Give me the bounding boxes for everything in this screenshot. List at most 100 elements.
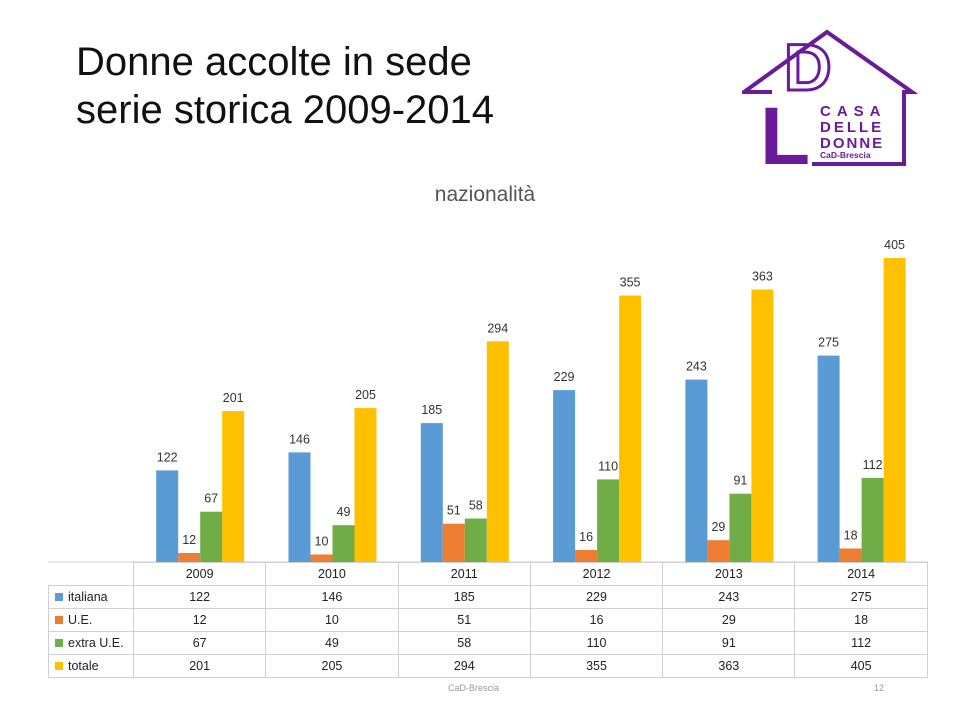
- data-table-series-label: italiana: [48, 585, 134, 609]
- data-label-extra-u-e-2012: 110: [598, 459, 618, 473]
- data-table-cell: 405: [794, 654, 928, 678]
- data-table-cell: 58: [397, 631, 531, 655]
- bar-u-e-2010: [310, 554, 333, 562]
- data-label-italiana-2010: 146: [289, 432, 310, 446]
- casa-delle-donne-logo: D L CASA DELLE DONNE CaD-Brescia: [742, 29, 918, 170]
- data-label-extra-u-e-2009: 67: [204, 492, 218, 506]
- data-table-cell: 205: [265, 654, 399, 678]
- data-table-row-extra-ue: extra U.E. 67 49 58 110 91 112: [48, 631, 928, 655]
- slide-title-line-2: serie storica 2009-2014: [76, 88, 495, 132]
- slide-title: Donne accolte in sede serie storica 2009…: [76, 38, 494, 134]
- bar-u-e-2011: [442, 523, 465, 562]
- bar-italiana-2012: [553, 390, 576, 562]
- data-table-row-italiana: italiana 122 146 185 229 243 275: [48, 585, 928, 609]
- logo-line-casa: CASA: [820, 103, 887, 120]
- data-table-row-ue: U.E. 12 10 51 16 29 18: [48, 608, 928, 632]
- slide-title-line-1: Donne accolte in sede: [76, 40, 472, 84]
- data-table-cell: 355: [529, 654, 664, 678]
- data-table-cell: 12: [132, 608, 267, 632]
- data-label-totale-2011: 294: [487, 321, 508, 335]
- data-table-cell: 122: [132, 585, 267, 609]
- data-table-cell: 112: [794, 631, 928, 655]
- bar-italiana-2010: [288, 452, 311, 562]
- data-label-italiana-2014: 275: [818, 336, 839, 350]
- bar-extra-u-e-2009: [200, 511, 223, 562]
- data-table-cell: 18: [794, 608, 928, 632]
- data-label-u-e-2013: 29: [711, 520, 725, 534]
- data-table-cell: 294: [397, 654, 531, 678]
- data-table-cell: 67: [132, 631, 267, 655]
- bar-totale-2012: [619, 295, 642, 562]
- bar-italiana-2014: [817, 355, 840, 562]
- bar-totale-2010: [354, 408, 377, 562]
- data-label-u-e-2014: 18: [844, 529, 858, 543]
- series-name: U.E.: [68, 613, 93, 627]
- data-table-cell: 363: [662, 654, 796, 678]
- series-name: extra U.E.: [68, 636, 124, 650]
- data-label-u-e-2012: 16: [579, 530, 593, 544]
- data-table-cell: 110: [529, 631, 664, 655]
- data-table-cell: 29: [662, 608, 796, 632]
- legend-swatch-italiana: [55, 593, 63, 601]
- bar-totale-2014: [883, 258, 906, 562]
- data-table-year-header: 2010: [265, 562, 399, 586]
- logo-letter-l: L: [760, 91, 810, 170]
- legend-swatch-totale: [55, 662, 63, 670]
- bar-totale-2009: [222, 411, 245, 562]
- series-name: totale: [68, 659, 99, 673]
- data-table-series-label: totale: [48, 654, 134, 678]
- legend-swatch-extra-ue: [55, 639, 63, 647]
- data-label-italiana-2011: 185: [421, 403, 442, 417]
- data-label-extra-u-e-2014: 112: [863, 458, 883, 472]
- data-table-series-label: extra U.E.: [48, 631, 134, 655]
- data-label-extra-u-e-2013: 91: [733, 474, 747, 488]
- data-table-year-header: 2011: [397, 562, 531, 586]
- bar-extra-u-e-2014: [861, 477, 884, 562]
- bar-italiana-2013: [685, 379, 708, 562]
- bar-extra-u-e-2013: [729, 493, 752, 562]
- logo-roof-outline: [742, 29, 918, 166]
- data-table-header-row: 2009 2010 2011 2012 2013 2014: [48, 562, 928, 586]
- data-label-totale-2012: 355: [620, 276, 641, 290]
- bar-u-e-2012: [575, 550, 598, 562]
- footer-text: CaD-Brescia: [448, 683, 500, 693]
- data-label-u-e-2011: 51: [447, 504, 461, 518]
- data-table-cell: 275: [794, 585, 928, 609]
- data-label-u-e-2010: 10: [315, 535, 329, 549]
- data-table-cell: 229: [529, 585, 664, 609]
- bar-u-e-2014: [839, 548, 862, 562]
- data-label-italiana-2009: 122: [157, 450, 178, 464]
- data-table-series-label: U.E.: [48, 608, 134, 632]
- logo-line-donne: DONNE: [820, 135, 884, 152]
- series-name: italiana: [68, 590, 108, 604]
- chart-data-table: 2009 2010 2011 2012 2013 2014 italiana 1…: [48, 562, 928, 678]
- bar-u-e-2013: [707, 540, 730, 562]
- data-label-italiana-2013: 243: [686, 360, 707, 374]
- data-table-cell: 185: [397, 585, 531, 609]
- logo-line-delle: DELLE: [820, 119, 884, 136]
- logo-letter-d: D: [784, 30, 832, 104]
- data-label-totale-2009: 201: [223, 391, 244, 405]
- data-table-cell: 201: [132, 654, 267, 678]
- bar-extra-u-e-2010: [332, 525, 355, 562]
- bar-extra-u-e-2011: [464, 518, 487, 562]
- data-table-year-header: 2014: [794, 562, 928, 586]
- data-label-totale-2014: 405: [884, 238, 905, 252]
- bar-italiana-2009: [156, 470, 179, 562]
- legend-swatch-ue: [55, 616, 63, 624]
- data-table-corner: [48, 562, 134, 586]
- chart-title: nazionalità: [434, 183, 536, 206]
- data-table-row-totale: totale 201 205 294 355 363 405: [48, 654, 928, 678]
- bar-extra-u-e-2012: [597, 479, 620, 562]
- data-label-extra-u-e-2010: 49: [337, 505, 351, 519]
- bar-italiana-2011: [420, 423, 443, 562]
- data-label-italiana-2012: 229: [554, 370, 575, 384]
- data-table-cell: 51: [397, 608, 531, 632]
- logo-line-cad-brescia: CaD-Brescia: [820, 150, 871, 160]
- data-table-year-header: 2012: [529, 562, 664, 586]
- page-number: 12: [874, 683, 885, 693]
- bar-u-e-2009: [178, 553, 201, 562]
- data-label-extra-u-e-2011: 58: [469, 499, 483, 513]
- data-table-cell: 146: [265, 585, 399, 609]
- data-table-year-header: 2013: [662, 562, 796, 586]
